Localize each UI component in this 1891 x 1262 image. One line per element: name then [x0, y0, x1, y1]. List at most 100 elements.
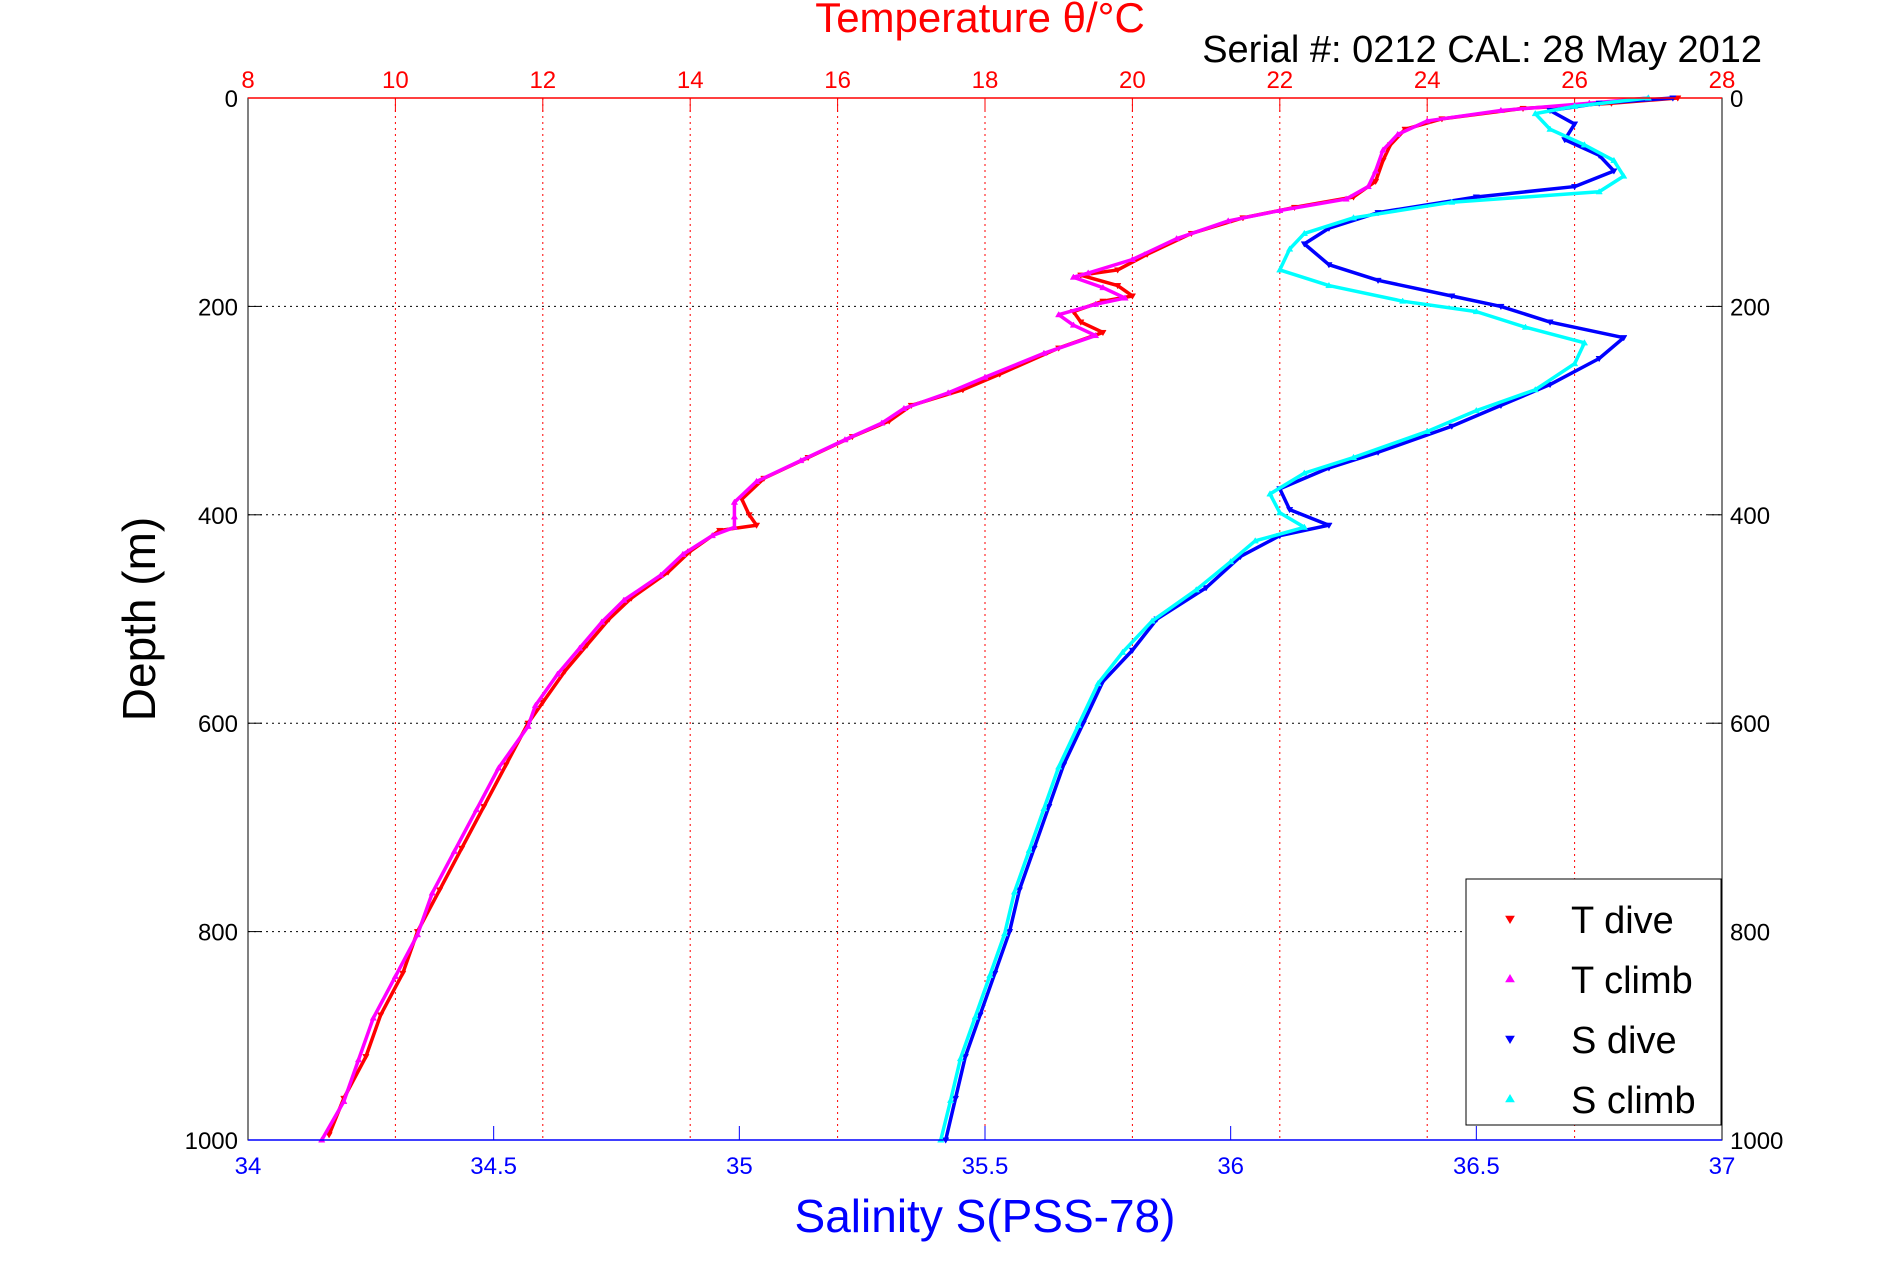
series-s-climb-point: [1610, 156, 1618, 164]
series-t-climb-point: [576, 644, 584, 651]
series-t-climb-point: [494, 764, 503, 771]
series-t-climb-point: [1091, 300, 1100, 307]
temperature-tick-labels: 8 10 12 14 16 18 20 22 24 26 28: [241, 67, 1735, 94]
series-s-dive-point: [1570, 184, 1579, 191]
series-t-dive-point: [1371, 178, 1380, 186]
series-s-dive-point: [1128, 647, 1137, 654]
depth-tick-label-right: 800: [1730, 920, 1770, 947]
series-t-climb-point: [1224, 217, 1232, 224]
series-s-dive-point: [1472, 194, 1480, 201]
depth-tick-labels-right: 0 200 400 600 800 1000: [1730, 86, 1783, 1155]
series-t-climb-point: [450, 847, 458, 854]
series-t-dive-point: [752, 522, 761, 529]
series-s-climb-point: [1531, 386, 1539, 393]
series-t-dive-point: [1077, 319, 1085, 326]
series-s-dive-point: [1570, 121, 1579, 128]
series-s-climb-point: [1580, 339, 1589, 346]
series-s-climb-point: [1472, 307, 1480, 315]
series-s-climb-point: [1118, 648, 1127, 655]
series-s-climb: [937, 94, 1652, 1143]
legend-label: S climb: [1571, 1080, 1696, 1122]
series-s-climb-point: [1546, 125, 1554, 132]
series-s-climb-point: [1349, 453, 1358, 460]
series-s-climb-point: [1227, 557, 1235, 565]
series-s-climb-point: [1010, 888, 1019, 895]
series-s-climb-point: [971, 1013, 979, 1020]
series-t-climb-point: [730, 498, 739, 505]
series-t-climb-point: [657, 571, 665, 578]
series-t-climb-point: [354, 1056, 363, 1063]
series-s-climb-point: [986, 971, 994, 978]
depth-tick-label-left: 0: [225, 86, 238, 113]
depth-tick-label-left: 600: [198, 711, 238, 738]
series-t-climb-point: [413, 931, 422, 938]
series-t-dive-point: [362, 1054, 370, 1061]
temperature-tick-label: 16: [824, 67, 851, 94]
series-s-dive-point: [1325, 522, 1333, 529]
series-t-dive-point: [399, 970, 407, 977]
series-t-climb-point: [730, 513, 739, 520]
salinity-tick-label: 36.5: [1453, 1153, 1500, 1180]
series-t-dive-point: [325, 1132, 333, 1139]
temperature-tick-label: 8: [241, 67, 254, 94]
depth-tick-label-left: 1000: [185, 1128, 238, 1155]
series-s-dive-point: [1285, 507, 1294, 514]
series-t-climb-point: [1121, 294, 1129, 301]
series-t-climb-point: [598, 618, 606, 625]
series-s-climb-point: [1276, 266, 1284, 273]
series-t-climb-point: [752, 477, 761, 484]
depth-tick-label-right: 200: [1730, 294, 1770, 321]
series-t-climb-point: [1276, 206, 1284, 214]
series-s-climb-point: [1570, 360, 1579, 367]
series-s-climb-point: [1595, 188, 1603, 195]
temperature-tick-label: 10: [382, 67, 409, 94]
series-t-climb-point: [1172, 234, 1181, 242]
x-axis-bottom-label: Salinity S(PSS-78): [795, 1190, 1176, 1242]
series-s-climb-point: [1620, 172, 1628, 179]
series-s-climb-point: [1325, 281, 1333, 289]
series-s-climb-point: [1349, 214, 1358, 221]
series-t-climb-point: [340, 1097, 348, 1104]
series-t-climb-point: [428, 889, 436, 896]
series-s-dive-point: [1300, 241, 1309, 248]
series-s-climb-point: [1040, 804, 1048, 812]
series-s-climb-point: [1251, 537, 1259, 544]
chart-title: Temperature θ/°C: [815, 0, 1145, 41]
series-s-climb-point: [1285, 245, 1294, 252]
series-s-climb-point: [1531, 109, 1539, 117]
series-s-dive-point: [1045, 804, 1053, 811]
series-t-dive-point: [539, 699, 547, 707]
legend: T dive T climb S dive S climb: [1465, 878, 1722, 1126]
series-s-climb-point: [1276, 509, 1284, 516]
series-t-climb-point: [1069, 321, 1078, 328]
series-s-dive-point: [1448, 423, 1456, 430]
depth-tick-label-right: 400: [1730, 503, 1770, 530]
series-t-climb-point: [1423, 117, 1431, 124]
series-s-dive-point: [951, 1095, 960, 1103]
series-s-climb-point: [1266, 490, 1274, 497]
series-s-climb-point: [1398, 297, 1407, 304]
series-t-climb-point: [679, 550, 687, 557]
legend-marker: [1505, 1035, 1515, 1044]
depth-tick-label-left: 200: [198, 294, 238, 321]
series-t-climb-point: [1342, 195, 1350, 202]
series-t-dive-point: [1099, 329, 1107, 337]
series-s-dive-point: [1448, 293, 1456, 300]
depth-tick-label-right: 0: [1730, 86, 1743, 113]
legend-label: T dive: [1571, 900, 1674, 942]
series-s-climb-point: [1025, 846, 1033, 853]
depth-tick-labels-left: 0 200 400 600 800 1000: [185, 86, 238, 1155]
series-s-dive-point: [961, 1054, 969, 1061]
series-t-dive-point: [1128, 293, 1137, 300]
temperature-tick-label: 24: [1414, 67, 1441, 94]
series-t-dive-point: [745, 512, 753, 519]
series-t-climb-point: [708, 531, 716, 539]
temperature-tick-label: 14: [677, 67, 704, 94]
series-s-dive-point: [1595, 356, 1603, 363]
series-t-climb-point: [1055, 311, 1063, 318]
series-t-dive-point: [561, 668, 569, 675]
series-t-climb-point: [1364, 182, 1372, 190]
series-t-climb-point: [531, 701, 540, 708]
legend-label: S dive: [1571, 1020, 1677, 1062]
series-t-dive-point: [480, 804, 488, 811]
